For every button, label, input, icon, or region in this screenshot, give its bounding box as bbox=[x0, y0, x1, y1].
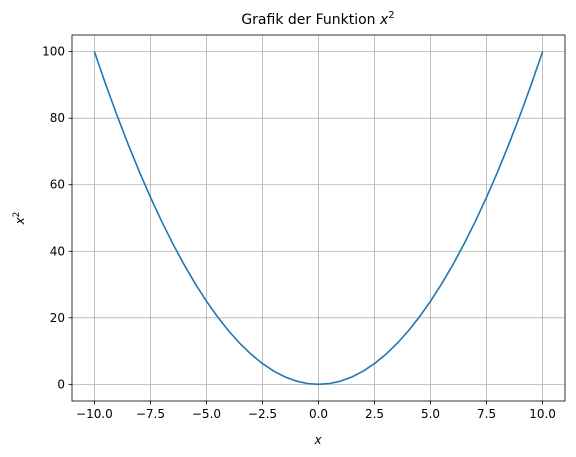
y-tick-label: 0 bbox=[57, 377, 65, 391]
y-axis-label: x2 bbox=[12, 212, 27, 226]
chart-title-text: Grafik der Funktion bbox=[241, 12, 380, 28]
x-tick-label: 0.0 bbox=[309, 407, 328, 421]
y-tick-label: 60 bbox=[50, 178, 65, 192]
y-tick-label: 100 bbox=[42, 45, 65, 59]
y-tick-label: 40 bbox=[50, 244, 65, 258]
y-tick-label: 80 bbox=[50, 111, 65, 125]
y-axis-label-variable: x bbox=[13, 216, 27, 225]
x-tick-label: −7.5 bbox=[136, 407, 165, 421]
series-layer bbox=[93, 51, 544, 386]
x-tick-label: 2.5 bbox=[365, 407, 384, 421]
y-axis-label-superscript: 2 bbox=[12, 212, 22, 218]
x-tick-label: −10.0 bbox=[76, 407, 113, 421]
ticks: −10.0 −7.5 −5.0 −2.5 0.0 2.5 5.0 7.5 10.0 0 20 40 60… bbox=[42, 45, 556, 421]
chart-title-variable: x bbox=[379, 12, 389, 28]
x-tick-label: 7.5 bbox=[477, 407, 496, 421]
x-tick-label: 10.0 bbox=[529, 407, 556, 421]
grid bbox=[72, 35, 565, 401]
chart-title: Grafik der Funktion x2 bbox=[241, 10, 394, 28]
x-tick-label: −5.0 bbox=[192, 407, 221, 421]
x-tick-label: 5.0 bbox=[421, 407, 440, 421]
y-tick-label: 20 bbox=[50, 311, 65, 325]
x-axis-label: x bbox=[313, 433, 322, 447]
series-line bbox=[93, 51, 544, 386]
x-tick-label: −2.5 bbox=[248, 407, 277, 421]
chart-title-superscript: 2 bbox=[388, 10, 394, 21]
